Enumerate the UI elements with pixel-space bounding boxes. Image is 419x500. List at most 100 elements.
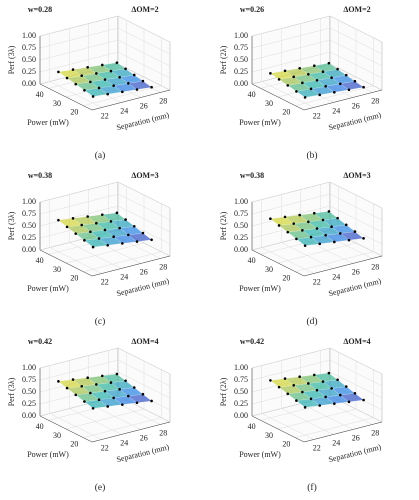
panel: 22 24 26 28 20 30 400.00 0.25 0.50 0.75 1.00 w=0.28…: [7, 5, 171, 161]
data-point: [97, 86, 101, 90]
title-right: ΔOM=3: [343, 171, 370, 180]
z-axis-label: Perf (2λ): [219, 211, 228, 240]
z-tick-label: 0.25: [22, 233, 36, 242]
data-point: [307, 220, 310, 224]
panel-label: (f): [307, 482, 317, 493]
z-tick-label: 0.50: [234, 221, 248, 230]
grid-line: [251, 39, 331, 61]
grid-line: [329, 51, 383, 79]
x-tick-label: 28: [371, 262, 379, 271]
y-axis: [39, 83, 93, 111]
grid-line: [329, 63, 383, 91]
data-point: [344, 73, 348, 77]
data-point: [126, 233, 130, 237]
x-tick-label: 24: [120, 272, 128, 281]
data-point: [336, 378, 339, 382]
data-point: [83, 400, 86, 403]
data-point: [80, 384, 84, 388]
z-tick-label: 1.00: [234, 197, 248, 206]
data-point: [109, 381, 113, 384]
data-point: [269, 217, 272, 221]
grid-line: [295, 251, 374, 272]
y-tick-label: 20: [282, 107, 290, 116]
grid-line: [251, 205, 331, 227]
y-axis-label: Power (mW): [27, 284, 69, 293]
z-tick-label: 1.00: [234, 363, 248, 372]
data-point: [312, 64, 316, 68]
data-point: [309, 397, 313, 401]
data-point: [115, 372, 119, 376]
data-point: [118, 75, 121, 79]
data-point: [353, 391, 357, 395]
data-point: [71, 68, 75, 71]
data-point: [353, 230, 357, 233]
data-point: [80, 223, 84, 227]
grid-line: [117, 39, 171, 67]
x-axis: [91, 421, 171, 443]
grid-line: [117, 347, 171, 375]
z-tick-label: 0.75: [234, 209, 248, 218]
grid-line: [39, 347, 119, 369]
grid-line: [65, 242, 145, 264]
data-point: [118, 388, 121, 391]
title-right: ΔOM=3: [131, 171, 158, 180]
data-point: [74, 232, 78, 235]
title-right: ΔOM=2: [343, 5, 370, 14]
data-point: [292, 383, 296, 387]
z-tick-label: 0.25: [234, 233, 248, 242]
z-axis-label: Perf (3λ): [7, 377, 16, 406]
data-point: [91, 406, 95, 410]
data-point: [283, 377, 287, 380]
grid-line: [117, 193, 171, 221]
title-left: w=0.26: [240, 5, 264, 14]
data-point: [336, 67, 339, 71]
data-point: [141, 392, 145, 396]
x-tick-label: 26: [352, 433, 360, 442]
data-point: [318, 404, 322, 407]
z-tick-label: 0.75: [234, 375, 248, 384]
panel: 22 24 26 28 20 30 400.00 0.25 0.50 0.75 1.00 w=0.42…: [219, 337, 383, 493]
data-point: [324, 395, 327, 399]
x-tick-label: 28: [159, 262, 167, 271]
panel-label: (a): [95, 150, 106, 161]
data-point: [283, 69, 287, 73]
data-point: [124, 379, 127, 383]
data-point: [298, 375, 301, 379]
data-point: [327, 210, 331, 213]
z-tick-label: 0.00: [22, 79, 36, 88]
data-point: [315, 388, 319, 392]
title-left: w=0.42: [28, 337, 52, 346]
data-point: [100, 213, 104, 216]
data-point: [150, 85, 153, 89]
grid-line: [117, 51, 171, 79]
data-point: [307, 72, 310, 76]
data-point: [333, 240, 336, 244]
data-point: [295, 90, 298, 93]
z-tick-label: 0.00: [234, 411, 248, 420]
panel-label: (d): [306, 316, 317, 327]
data-point: [286, 84, 290, 87]
y-tick-label: 20: [70, 439, 78, 448]
z-tick-label: 0.25: [22, 399, 36, 408]
z-tick-label: 0.25: [234, 67, 248, 76]
grid-line: [251, 181, 331, 203]
data-point: [336, 216, 339, 220]
y-tick-label: 20: [282, 273, 290, 282]
x-tick-label: 22: [101, 443, 109, 452]
data-point: [100, 374, 104, 378]
data-point: [65, 76, 69, 80]
data-point: [362, 237, 365, 240]
data-point: [132, 225, 136, 228]
y-tick-label: 40: [248, 90, 256, 99]
z-tick-label: 0.50: [22, 387, 36, 396]
data-point: [103, 228, 107, 232]
panel: 22 24 26 28 20 30 400.00 0.25 0.50 0.75 1.00 w=0.38…: [219, 171, 383, 327]
grid-line: [39, 27, 119, 49]
z-tick-label: 0.50: [234, 387, 248, 396]
panel: 22 24 26 28 20 30 400.00 0.25 0.50 0.75 1.00 w=0.26…: [219, 5, 383, 161]
grid-line: [39, 39, 119, 61]
panel: 22 24 26 28 20 30 400.00 0.25 0.50 0.75 1.00 w=0.38…: [7, 171, 171, 327]
z-tick-label: 0.00: [22, 411, 36, 420]
data-point: [57, 218, 60, 222]
y-tick-label: 30: [53, 265, 61, 274]
